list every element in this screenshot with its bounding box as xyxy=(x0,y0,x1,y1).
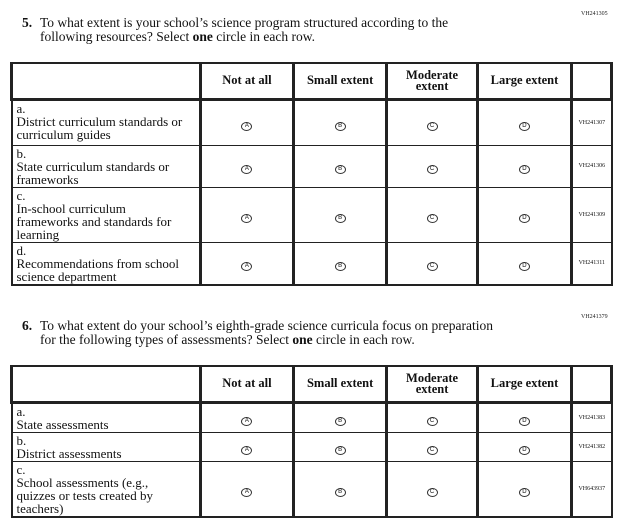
response-cell: D xyxy=(475,144,574,188)
question-5-table: Not at all Small extent Moderate extent Lar… xyxy=(10,62,613,286)
radio-bubble-a[interactable]: A xyxy=(241,213,253,223)
row-label: c.School assessments (e.g., quizzes or t… xyxy=(11,460,202,517)
radio-bubble-a[interactable]: A xyxy=(241,121,253,131)
response-cell: B xyxy=(291,98,389,146)
column-header: Not at all xyxy=(198,365,295,403)
response-cell: C xyxy=(385,431,479,462)
item-code: VH241383 xyxy=(571,401,612,433)
column-header: Moderate extent xyxy=(385,365,479,403)
header-blank xyxy=(570,62,613,100)
radio-bubble-b[interactable]: B xyxy=(334,165,346,174)
response-cell: C xyxy=(385,144,479,188)
table-row: c.In-school curriculum frameworks and st… xyxy=(11,186,612,243)
response-cell: B xyxy=(291,431,389,462)
response-cell: B xyxy=(291,401,389,433)
radio-bubble-c[interactable]: C xyxy=(426,262,438,271)
radio-bubble-b[interactable]: B xyxy=(334,262,346,271)
response-cell: C xyxy=(385,98,479,146)
response-cell: D xyxy=(475,98,574,146)
item-code: VH241306 xyxy=(571,144,612,188)
radio-bubble-d[interactable]: D xyxy=(518,445,530,455)
header-row: Not at all Small extent Moderate extent Lar… xyxy=(10,62,613,100)
question-code: VH241305 xyxy=(581,11,608,17)
radio-bubble-b[interactable]: B xyxy=(334,487,346,497)
radio-bubble-a[interactable]: A xyxy=(241,262,253,271)
item-code: VH643937 xyxy=(571,460,612,517)
radio-bubble-b[interactable]: B xyxy=(334,416,346,426)
table-row: b.District assessments A B C D VH241382 xyxy=(11,431,612,462)
radio-bubble-d[interactable]: D xyxy=(518,121,530,131)
response-cell: B xyxy=(291,144,389,188)
response-cell: B xyxy=(291,186,389,243)
radio-bubble-d[interactable]: D xyxy=(518,165,530,174)
item-code: VH241311 xyxy=(571,241,612,285)
table-row: d.Recommendations from school science de… xyxy=(11,241,612,285)
column-header: Small extent xyxy=(291,365,389,403)
response-cell: A xyxy=(198,241,295,285)
row-label: c.In-school curriculum frameworks and st… xyxy=(11,186,202,243)
radio-bubble-b[interactable]: B xyxy=(334,445,346,455)
response-cell: D xyxy=(475,186,574,243)
response-cell: B xyxy=(291,460,389,517)
response-cell: D xyxy=(475,460,574,517)
response-cell: A xyxy=(198,431,295,462)
response-cell: C xyxy=(385,186,479,243)
response-cell: D xyxy=(475,241,574,285)
column-header: Moderate extent xyxy=(385,62,479,100)
question-5-text: 5. To what extent is your school’s scienc… xyxy=(22,15,449,44)
header-row: Not at all Small extent Moderate extent Lar… xyxy=(10,365,613,403)
radio-bubble-c[interactable]: C xyxy=(426,213,438,223)
response-cell: C xyxy=(385,241,479,285)
radio-bubble-c[interactable]: C xyxy=(426,416,438,426)
table-row: a.State assessments A B C D VH241383 xyxy=(11,401,612,433)
radio-bubble-d[interactable]: D xyxy=(518,416,530,426)
response-cell: C xyxy=(385,460,479,517)
radio-bubble-a[interactable]: A xyxy=(241,416,253,426)
row-label: a.State assessments xyxy=(11,401,202,433)
radio-bubble-c[interactable]: C xyxy=(426,165,438,174)
radio-bubble-c[interactable]: C xyxy=(426,487,438,497)
item-code: VH241307 xyxy=(571,98,612,146)
radio-bubble-a[interactable]: A xyxy=(241,445,253,455)
radio-bubble-b[interactable]: B xyxy=(334,213,346,223)
response-cell: D xyxy=(475,431,574,462)
response-cell: A xyxy=(198,144,295,188)
column-header: Small extent xyxy=(291,62,389,100)
table-row: c.School assessments (e.g., quizzes or t… xyxy=(11,460,612,517)
response-cell: D xyxy=(475,401,574,433)
column-header: Large extent xyxy=(475,365,574,403)
item-code: VH241309 xyxy=(571,186,612,243)
header-blank xyxy=(570,365,613,403)
response-cell: B xyxy=(291,241,389,285)
radio-bubble-c[interactable]: C xyxy=(426,121,438,131)
response-cell: A xyxy=(198,186,295,243)
response-cell: A xyxy=(198,460,295,517)
radio-bubble-b[interactable]: B xyxy=(334,121,346,131)
row-label: b.State curriculum standards or framewor… xyxy=(11,144,202,188)
table-row: b.State curriculum standards or framewor… xyxy=(11,144,612,188)
radio-bubble-d[interactable]: D xyxy=(518,487,530,497)
column-header: Large extent xyxy=(475,62,574,100)
question-6-table: Not at all Small extent Moderate extent Lar… xyxy=(10,365,613,518)
radio-bubble-d[interactable]: D xyxy=(518,213,530,223)
radio-bubble-a[interactable]: A xyxy=(241,487,253,497)
question-6-text: 6. To what extent do your school’s eighth… xyxy=(22,318,494,347)
row-label: a.District curriculum standards or curri… xyxy=(11,98,202,146)
row-label: b.District assessments xyxy=(11,431,202,462)
question-code: VH241379 xyxy=(581,314,608,320)
item-code: VH241382 xyxy=(571,431,612,462)
table-row: a.District curriculum standards or curri… xyxy=(11,98,612,146)
radio-bubble-c[interactable]: C xyxy=(426,445,438,455)
radio-bubble-a[interactable]: A xyxy=(241,165,253,174)
column-header: Not at all xyxy=(198,62,295,100)
response-cell: A xyxy=(198,401,295,433)
header-blank xyxy=(10,365,202,403)
row-label: d.Recommendations from school science de… xyxy=(11,241,202,285)
response-cell: A xyxy=(198,98,295,146)
radio-bubble-d[interactable]: D xyxy=(518,262,530,271)
header-blank xyxy=(10,62,202,100)
response-cell: C xyxy=(385,401,479,433)
